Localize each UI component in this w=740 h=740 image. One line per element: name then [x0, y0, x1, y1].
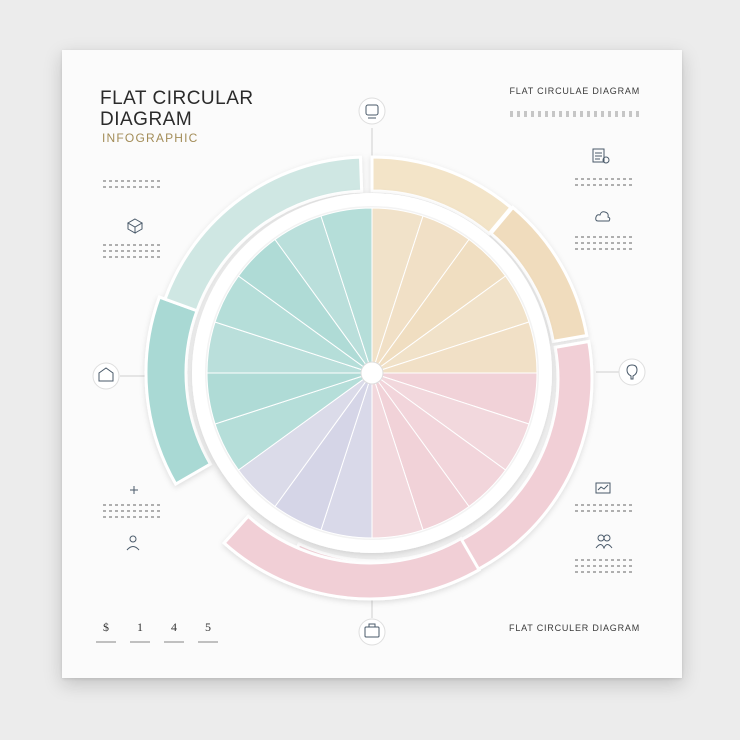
pie-slice	[320, 207, 373, 374]
ring-segment-cream	[370, 155, 513, 236]
people-icon	[595, 533, 613, 549]
page-title: FLAT CIRCULAR DIAGRAM	[100, 88, 254, 130]
right-note-1	[575, 174, 635, 190]
bottom-right-label: FLAT CIRCULER DIAGRAM	[509, 623, 640, 633]
satellite-bottom	[358, 618, 386, 646]
chart-icon	[595, 482, 613, 496]
title-line-2: DIAGRAM	[100, 109, 193, 130]
title-line-1: FLAT CIRCULAR	[100, 88, 254, 109]
left-note-3	[103, 500, 163, 522]
ring-segment-pink-sweep	[222, 514, 482, 601]
ring-segment-sand	[488, 205, 589, 344]
satellite-top	[358, 97, 386, 125]
ring-segment-mint	[163, 155, 364, 313]
cube-icon	[126, 218, 144, 234]
person-icon	[125, 535, 141, 551]
satellite-left	[92, 362, 120, 390]
stat-4: 5	[198, 620, 218, 643]
stat-3: 4	[164, 620, 184, 643]
right-note-3	[575, 500, 635, 516]
subtitle: INFOGRAPHIC	[102, 131, 199, 145]
top-right-label: FLAT CIRCULAE DIAGRAM	[509, 86, 640, 96]
left-note-2	[103, 240, 163, 262]
left-note-1	[103, 176, 163, 192]
stats-row: $ 1 4 5	[96, 620, 218, 643]
satellite-right	[618, 358, 646, 386]
cloud-icon	[595, 210, 611, 222]
stat-1: $	[96, 620, 116, 643]
document-icon	[592, 148, 610, 164]
stat-2: 1	[130, 620, 150, 643]
right-note-4	[575, 555, 635, 577]
top-right-placeholder-text	[510, 111, 640, 117]
center-hub	[360, 361, 384, 385]
plus-icon	[130, 486, 138, 494]
right-note-2	[575, 232, 635, 254]
